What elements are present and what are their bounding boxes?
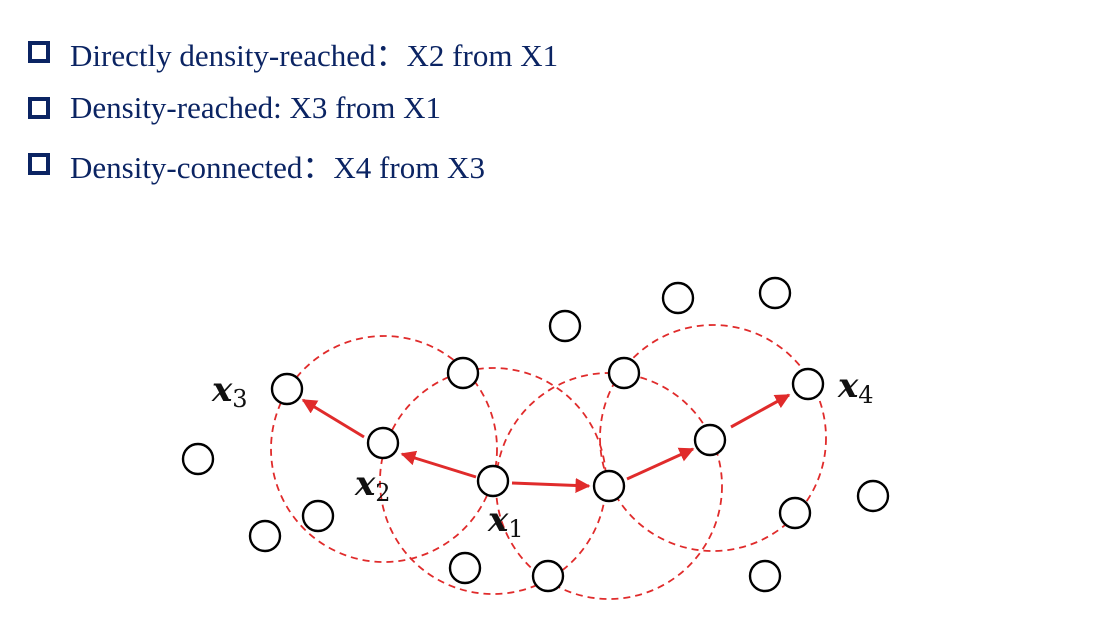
bullet-text: Density-reached: X3 from X1 bbox=[70, 90, 442, 125]
square-bullet-icon bbox=[28, 41, 50, 63]
label-x2: x2 bbox=[354, 464, 391, 507]
data-point bbox=[856, 479, 890, 513]
data-point bbox=[181, 442, 215, 476]
bullet-item: Density-reached: X3 from X1 bbox=[28, 80, 558, 136]
bullet-list: Directly density-reached：X2 from X1 Dens… bbox=[28, 24, 558, 192]
neighborhood-x6 bbox=[599, 324, 827, 552]
arrow-x6-to-x4 bbox=[730, 393, 791, 429]
data-point bbox=[448, 551, 482, 585]
data-point bbox=[248, 519, 282, 553]
data-point-x4 bbox=[791, 367, 825, 401]
data-point bbox=[758, 276, 792, 310]
arrow-x1-to-x5 bbox=[511, 477, 591, 493]
data-point bbox=[548, 309, 582, 343]
data-point bbox=[301, 499, 335, 533]
data-point-x5 bbox=[592, 469, 626, 503]
data-point-x3 bbox=[270, 372, 304, 406]
data-point bbox=[446, 356, 480, 390]
neighborhood-x2 bbox=[270, 335, 498, 563]
bullet-text: Directly density-reached：X2 from X1 bbox=[70, 37, 559, 73]
data-point-x6 bbox=[693, 423, 727, 457]
square-bullet-icon bbox=[28, 153, 50, 175]
data-point-x2 bbox=[366, 426, 400, 460]
arrow-x2-to-x3 bbox=[301, 398, 365, 439]
bullet-item: Density-connected：X4 from X3 bbox=[28, 136, 558, 192]
data-point bbox=[778, 496, 812, 530]
label-x1: x1 bbox=[487, 500, 524, 543]
bullet-text: Density-connected：X4 from X3 bbox=[70, 149, 485, 185]
data-point-x1 bbox=[476, 464, 510, 498]
arrow-x5-to-x6 bbox=[626, 447, 695, 481]
data-point bbox=[748, 559, 782, 593]
bullet-item: Directly density-reached：X2 from X1 bbox=[28, 24, 558, 80]
data-point bbox=[661, 281, 695, 315]
label-x3: x3 bbox=[211, 370, 248, 413]
data-point bbox=[607, 356, 641, 390]
arrow-x1-to-x2 bbox=[400, 450, 477, 479]
label-x4: x4 bbox=[837, 366, 874, 409]
square-bullet-icon bbox=[28, 97, 50, 119]
data-point bbox=[531, 559, 565, 593]
